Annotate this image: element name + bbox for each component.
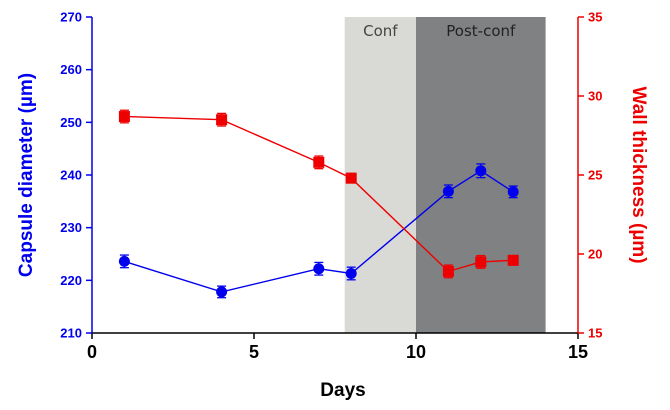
series-1-point-0	[118, 111, 130, 123]
region-label-0: Conf	[363, 22, 398, 40]
x-tick-label-1: 5	[249, 342, 259, 362]
series-1-point-2	[313, 156, 325, 168]
right-y-axis-title: Wall thickness (µm)	[628, 86, 649, 263]
series-1-point-3	[345, 172, 357, 184]
left-y-tick-label-3: 240	[60, 168, 82, 183]
left-y-tick-label-2: 230	[60, 220, 82, 235]
left-y-tick-label-4: 250	[60, 115, 82, 130]
x-axis-title: Days	[320, 380, 365, 401]
series-0-point-5	[475, 165, 487, 177]
series-0-point-6	[507, 186, 519, 198]
series-1-point-1	[216, 114, 228, 126]
series-1-point-5	[475, 256, 487, 268]
data-series	[118, 109, 519, 299]
series-1-point-4	[442, 265, 454, 277]
right-y-tick-label-3: 30	[588, 89, 602, 104]
left-y-tick-label-0: 210	[60, 326, 82, 341]
region-label-1: Post-conf	[446, 22, 516, 40]
right-y-tick-label-1: 20	[588, 247, 602, 262]
series-0-point-0	[118, 255, 130, 267]
left-y-tick-label-1: 220	[60, 273, 82, 288]
shaded-regions: Conf Post-conf	[344, 17, 546, 333]
series-0-point-2	[313, 263, 325, 275]
left-y-tick-label-5: 260	[60, 62, 82, 77]
x-tick-label-0: 0	[87, 342, 97, 362]
series-1-point-6	[507, 254, 519, 266]
axes: 0 5 10 15 210 220 230 240 250 260 270 15 20 25 30 35	[60, 10, 602, 363]
x-tick-label-3: 15	[568, 342, 588, 362]
series-0-point-4	[442, 185, 454, 197]
series-0-point-3	[345, 267, 357, 279]
right-y-tick-label-4: 35	[588, 10, 602, 25]
right-y-tick-label-2: 25	[588, 168, 602, 183]
series-0-point-1	[216, 286, 228, 298]
left-y-axis-title: Capsule diameter (µm)	[16, 73, 37, 277]
left-y-tick-label-6: 270	[60, 10, 82, 25]
right-y-tick-label-0: 15	[588, 326, 602, 341]
x-tick-label-2: 10	[406, 342, 426, 362]
